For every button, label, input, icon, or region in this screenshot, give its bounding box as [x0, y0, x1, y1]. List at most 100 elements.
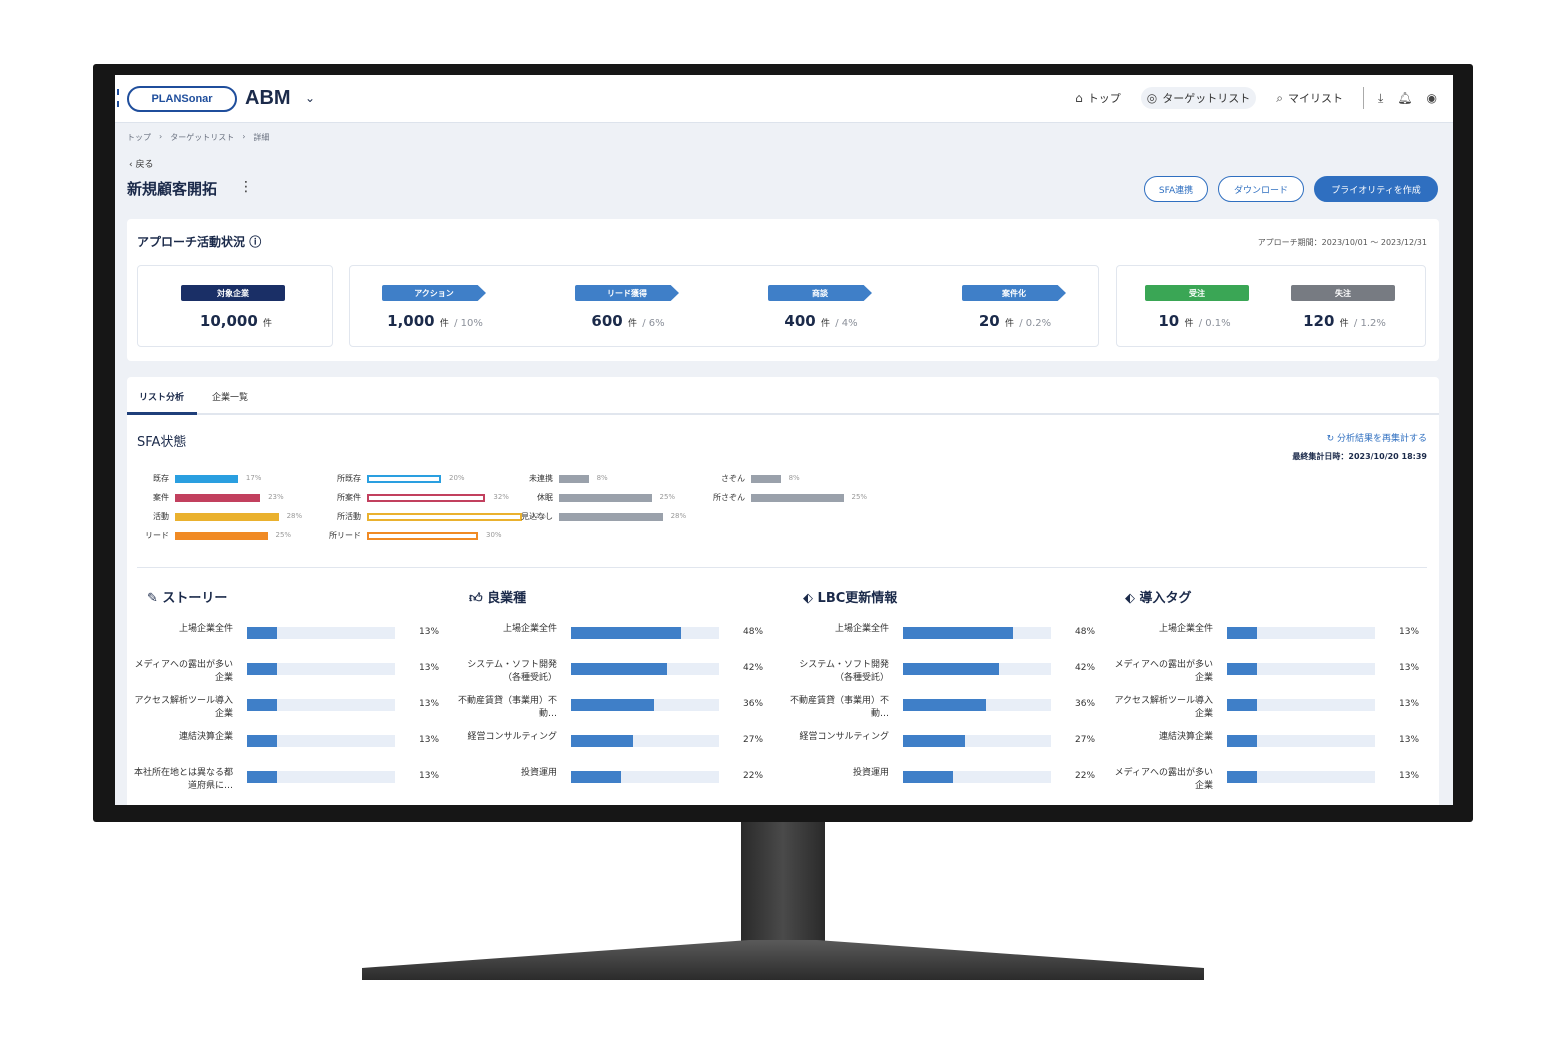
search-icon: ⌕	[1276, 90, 1283, 105]
approach-period: アプローチ期間：2023/10/01 〜 2023/12/31	[1257, 238, 1427, 247]
metric-pct: 13%	[419, 699, 440, 709]
download-icon[interactable]: ⤓	[1377, 90, 1384, 105]
metric-pct: 27%	[1075, 735, 1096, 745]
stage-count: 20	[978, 312, 1000, 330]
metric-title-text: LBC更新情報	[817, 591, 898, 606]
nav-label: ターゲットリスト	[1162, 92, 1251, 105]
metric-track	[571, 627, 719, 639]
stage-pct: / 0.2%	[1019, 318, 1052, 329]
metric-label: 上場企業全件	[178, 624, 233, 634]
stage-unit: 件	[627, 319, 637, 329]
page-title: 新規顧客開拓	[127, 180, 218, 198]
metric-bar	[247, 663, 277, 675]
metric-bar	[903, 735, 965, 747]
stage-count: 10,000	[199, 312, 258, 330]
breadcrumb-target-list[interactable]: ターゲットリスト	[170, 133, 235, 142]
sfa-bar	[367, 475, 441, 483]
sfa-label: 所既存	[337, 474, 361, 483]
metric-label: 経営コンサルティング	[799, 732, 889, 742]
sfa-label: 見込なし	[521, 512, 553, 521]
stage-pct: / 6%	[642, 318, 665, 329]
sfa-label: リード	[145, 531, 169, 540]
metric-label: メディアへの露出が多い企業	[1114, 768, 1213, 791]
metric-label: 連結決算企業	[178, 732, 233, 742]
stage-pct: / 1.2%	[1353, 318, 1386, 329]
sfa-pct: 28%	[670, 512, 687, 520]
metric-label: 本社所在地とは異なる都道府県に…	[133, 768, 233, 791]
metric-label: 上場企業全件	[834, 624, 889, 634]
sfa-bar	[559, 475, 589, 483]
sfa-pct: 28%	[286, 512, 303, 520]
sfa-label: 未連携	[529, 474, 553, 483]
sfa-label: 所案件	[337, 493, 361, 502]
metric-title-text: 導入タグ	[1139, 591, 1192, 606]
last-aggregated: 最終集計日時：2023/10/20 18:39	[1292, 452, 1427, 461]
monitor-stand-base	[362, 940, 1204, 980]
metric-label: メディアへの露出が多い企業	[134, 660, 233, 683]
metric-pct: 13%	[419, 735, 440, 745]
stage-pct: / 0.1%	[1198, 318, 1231, 329]
nav-top[interactable]: ⌂ トップ	[1069, 87, 1127, 109]
metric-track	[247, 735, 395, 747]
user-icon[interactable]: ◉	[1426, 91, 1437, 105]
metric-pct: 42%	[743, 663, 764, 673]
metric-pct: 48%	[1075, 627, 1096, 637]
top-nav: ⌂ トップ ◎ ターゲットリスト ⌕ マイリスト ⤓ 🔔︎ ◉	[1069, 87, 1437, 109]
nav-divider	[1362, 87, 1364, 109]
sfa-label: 所活動	[337, 512, 361, 521]
metric-track	[571, 735, 719, 747]
nav-my-list[interactable]: ⌕ マイリスト	[1270, 87, 1349, 109]
sfa-title: SFA状態	[137, 435, 187, 450]
metric-title: ⬖ 導入タグ	[1125, 587, 1192, 606]
metric-title: ⬖ LBC更新情報	[803, 587, 897, 606]
logo[interactable]: PLANSonar	[127, 86, 237, 112]
app-screen: PLANSonar ABM ⌄ ⌂ トップ ◎ ターゲットリスト ⌕ マイリスト…	[115, 75, 1453, 805]
stage-value: 120 件 / 1.2%	[1267, 312, 1422, 330]
metric-title: ✎ ストーリー	[147, 587, 227, 606]
metric-pct: 27%	[743, 735, 764, 745]
bell-icon[interactable]: 🔔︎	[1397, 91, 1413, 105]
metric-track	[903, 771, 1051, 783]
more-options-icon[interactable]: ⋮	[239, 179, 253, 195]
recalc-link[interactable]: ↻ 分析結果を再集計する	[1327, 431, 1427, 444]
stage-value: 400 件 / 4%	[736, 312, 906, 330]
home-icon: ⌂	[1075, 91, 1083, 105]
metric-title-text: ストーリー	[162, 591, 228, 606]
back-link[interactable]: ‹ 戻る	[129, 160, 154, 170]
metric-bar	[903, 699, 986, 711]
stage-unit: 件	[439, 319, 449, 329]
nav-label: マイリスト	[1287, 92, 1343, 105]
breadcrumb-top[interactable]: トップ	[127, 133, 151, 142]
stage-action: アクション 1,000 件 / 10%	[350, 266, 520, 348]
active-tab-indicator	[127, 412, 197, 415]
breadcrumb-separator: ›	[242, 132, 246, 141]
metric-track	[247, 627, 395, 639]
sfa-pct: 8%	[788, 474, 800, 482]
metric-pct: 13%	[419, 663, 440, 673]
app-header: PLANSonar ABM ⌄ ⌂ トップ ◎ ターゲットリスト ⌕ マイリスト…	[115, 75, 1453, 123]
stage-value: 10,000 件	[161, 312, 311, 330]
metric-bar	[1227, 735, 1257, 747]
nav-target-list[interactable]: ◎ ターゲットリスト	[1140, 87, 1257, 109]
metric-pct: 22%	[743, 771, 764, 781]
stage-negotiation: 商談 400 件 / 4%	[736, 266, 906, 348]
sfa-link-button[interactable]: SFA連携	[1144, 176, 1208, 202]
stage-value: 20 件 / 0.2%	[930, 312, 1100, 330]
sfa-bar	[751, 475, 781, 483]
sfa-bar	[559, 513, 663, 521]
tab-list-analysis[interactable]: リスト分析	[139, 393, 185, 403]
metric-track	[1227, 699, 1375, 711]
sfa-bar	[175, 513, 279, 521]
sfa-bar	[367, 513, 523, 521]
breadcrumb-detail: 詳細	[253, 133, 270, 142]
info-icon[interactable]: ⓘ	[249, 235, 262, 249]
tab-company-list[interactable]: 企業一覧	[212, 393, 249, 403]
metric-label: メディアへの露出が多い企業	[1114, 660, 1213, 683]
download-button[interactable]: ダウンロード	[1218, 176, 1304, 202]
chevron-down-icon[interactable]: ⌄	[305, 91, 316, 105]
metric-bar	[1227, 771, 1257, 783]
section-divider	[137, 567, 1427, 568]
app-switcher[interactable]: ABM	[245, 87, 291, 109]
create-priority-button[interactable]: プライオリティを作成	[1314, 176, 1438, 202]
metric-track	[1227, 663, 1375, 675]
